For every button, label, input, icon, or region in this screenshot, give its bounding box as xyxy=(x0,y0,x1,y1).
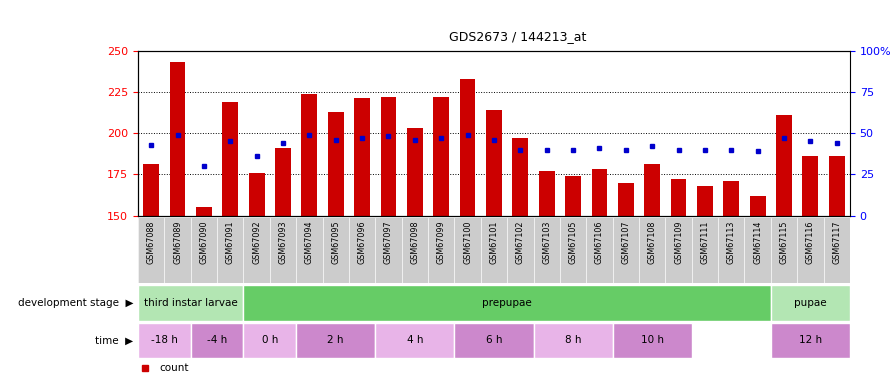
Text: GSM67090: GSM67090 xyxy=(199,221,208,264)
Text: -18 h: -18 h xyxy=(151,335,178,345)
Text: GSM67091: GSM67091 xyxy=(226,221,235,264)
Text: GSM67109: GSM67109 xyxy=(674,221,683,264)
Bar xyxy=(143,165,159,216)
Bar xyxy=(513,138,529,216)
Bar xyxy=(407,128,423,216)
Text: GSM67095: GSM67095 xyxy=(331,221,340,264)
Bar xyxy=(486,110,502,216)
Bar xyxy=(533,322,612,358)
Text: GSM67100: GSM67100 xyxy=(463,221,472,264)
Text: GSM67105: GSM67105 xyxy=(569,221,578,264)
Text: GSM67108: GSM67108 xyxy=(648,221,657,264)
Text: GDS2673 / 144213_at: GDS2673 / 144213_at xyxy=(449,30,587,43)
Bar xyxy=(138,285,244,321)
Text: pupae: pupae xyxy=(794,298,827,308)
Bar xyxy=(565,176,581,216)
Bar xyxy=(455,322,533,358)
Text: time  ▶: time ▶ xyxy=(95,335,134,345)
Bar xyxy=(190,322,244,358)
Bar xyxy=(354,99,370,216)
Bar xyxy=(302,93,317,216)
Text: GSM67089: GSM67089 xyxy=(173,221,182,264)
Bar xyxy=(244,285,771,321)
Text: 10 h: 10 h xyxy=(641,335,664,345)
Bar xyxy=(749,196,765,216)
Text: GSM67097: GSM67097 xyxy=(384,221,393,264)
Text: GSM67106: GSM67106 xyxy=(595,221,604,264)
Bar xyxy=(196,207,212,216)
Bar xyxy=(724,181,740,216)
Bar xyxy=(592,170,607,216)
Text: -4 h: -4 h xyxy=(207,335,227,345)
Bar xyxy=(275,148,291,216)
Text: GSM67092: GSM67092 xyxy=(252,221,261,264)
Bar xyxy=(222,102,239,216)
Bar xyxy=(671,179,686,216)
Text: 4 h: 4 h xyxy=(407,335,423,345)
Text: GSM67113: GSM67113 xyxy=(727,221,736,264)
Bar xyxy=(538,171,554,216)
Text: count: count xyxy=(159,363,189,374)
Bar xyxy=(433,97,449,216)
Bar xyxy=(296,322,376,358)
Text: 12 h: 12 h xyxy=(799,335,822,345)
Text: GSM67096: GSM67096 xyxy=(358,221,367,264)
Text: development stage  ▶: development stage ▶ xyxy=(18,298,134,308)
Bar xyxy=(771,322,850,358)
Text: GSM67088: GSM67088 xyxy=(147,221,156,264)
Text: GSM67098: GSM67098 xyxy=(410,221,419,264)
Text: GSM67099: GSM67099 xyxy=(437,221,446,264)
Bar xyxy=(244,322,296,358)
Bar xyxy=(771,285,850,321)
Text: GSM67103: GSM67103 xyxy=(542,221,551,264)
Bar xyxy=(803,156,818,216)
Text: GSM67101: GSM67101 xyxy=(490,221,498,264)
Text: GSM67093: GSM67093 xyxy=(279,221,287,264)
Bar xyxy=(376,322,455,358)
Text: GSM67094: GSM67094 xyxy=(305,221,314,264)
Bar xyxy=(138,322,190,358)
Bar xyxy=(248,173,264,216)
Bar xyxy=(829,156,845,216)
Text: 0 h: 0 h xyxy=(262,335,278,345)
Text: GSM67116: GSM67116 xyxy=(805,221,815,264)
Text: GSM67114: GSM67114 xyxy=(753,221,762,264)
Bar xyxy=(612,322,692,358)
Bar xyxy=(381,97,396,216)
Text: GSM67111: GSM67111 xyxy=(700,221,709,264)
Bar xyxy=(618,183,634,216)
Bar xyxy=(776,115,792,216)
Text: prepupae: prepupae xyxy=(482,298,532,308)
Text: GSM67115: GSM67115 xyxy=(780,221,789,264)
Text: GSM67117: GSM67117 xyxy=(832,221,841,264)
Text: 2 h: 2 h xyxy=(328,335,344,345)
Bar xyxy=(459,79,475,216)
Bar xyxy=(138,217,850,283)
Text: 8 h: 8 h xyxy=(565,335,581,345)
Text: 6 h: 6 h xyxy=(486,335,502,345)
Bar xyxy=(328,112,344,216)
Bar xyxy=(644,165,660,216)
Bar xyxy=(697,186,713,216)
Text: GSM67107: GSM67107 xyxy=(621,221,630,264)
Bar xyxy=(170,62,185,216)
Text: third instar larvae: third instar larvae xyxy=(144,298,238,308)
Text: GSM67102: GSM67102 xyxy=(516,221,525,264)
